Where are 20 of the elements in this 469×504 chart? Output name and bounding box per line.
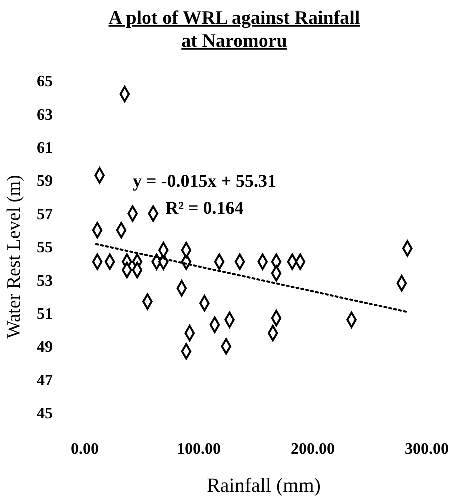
- x-tick-label: 300.00: [405, 441, 449, 458]
- annotation: y = -0.015x + 55.31: [132, 171, 276, 192]
- y-tick-label: 47: [37, 372, 53, 390]
- y-tick-label: 49: [37, 339, 53, 356]
- y-tick-label: 45: [37, 406, 53, 423]
- annotation: R² = 0.164: [166, 198, 244, 218]
- x-axis-title: Rainfall (mm): [207, 475, 321, 497]
- x-tick-label: 0.00: [71, 441, 99, 458]
- x-tick-label: 200.00: [291, 441, 335, 458]
- y-axis-title: Water Rest Level (m): [4, 175, 25, 339]
- y-tick-label: 53: [37, 272, 53, 290]
- y-tick-label: 63: [37, 106, 53, 124]
- y-tick-label: 55: [37, 240, 53, 257]
- x-tick-label: 100.00: [177, 441, 221, 458]
- y-tick-label: 65: [37, 74, 53, 91]
- y-tick-label: 51: [37, 306, 53, 323]
- y-tick-label: 61: [37, 140, 53, 157]
- y-tick-label: 57: [37, 206, 53, 224]
- chart-title: A plot of WRL against Rainfall at Naromoru: [108, 8, 360, 52]
- y-tick-label: 59: [37, 173, 53, 190]
